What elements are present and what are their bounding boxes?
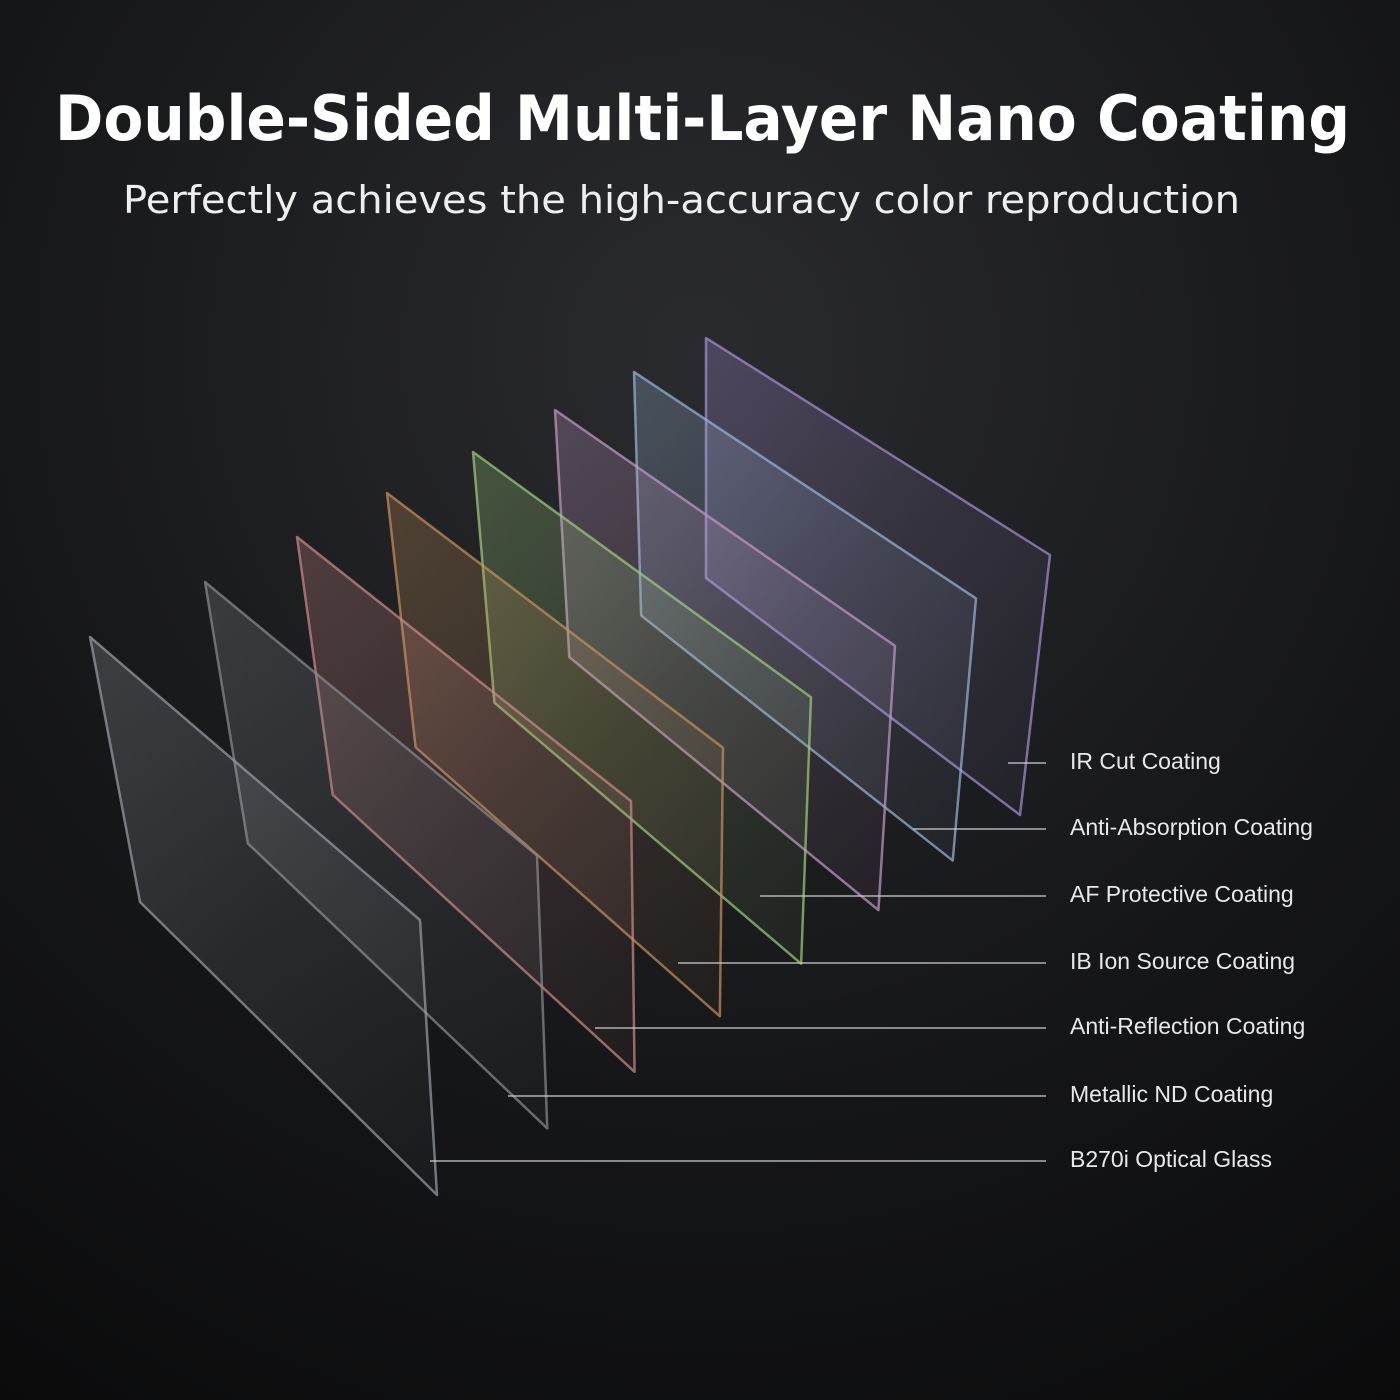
coating-panel	[203, 580, 549, 1130]
layer-label: Metallic ND Coating	[1070, 1081, 1273, 1107]
layer-label: Anti-Reflection Coating	[1070, 1013, 1305, 1039]
title: Double-Sided Multi-Layer Nano Coating	[55, 82, 1350, 155]
coating-layers	[88, 336, 1052, 1197]
layer-label: IB Ion Source Coating	[1070, 948, 1295, 974]
subtitle: Perfectly achieves the high-accuracy col…	[123, 178, 1240, 222]
layer-label: AF Protective Coating	[1070, 881, 1294, 907]
layer-label: Anti-Absorption Coating	[1070, 814, 1313, 840]
layer-label: IR Cut Coating	[1070, 748, 1221, 774]
layer-label: B270i Optical Glass	[1070, 1146, 1272, 1172]
layer-labels: IR Cut Coating Anti-Absorption Coating AF …	[430, 748, 1313, 1172]
coating-panel	[88, 635, 439, 1197]
